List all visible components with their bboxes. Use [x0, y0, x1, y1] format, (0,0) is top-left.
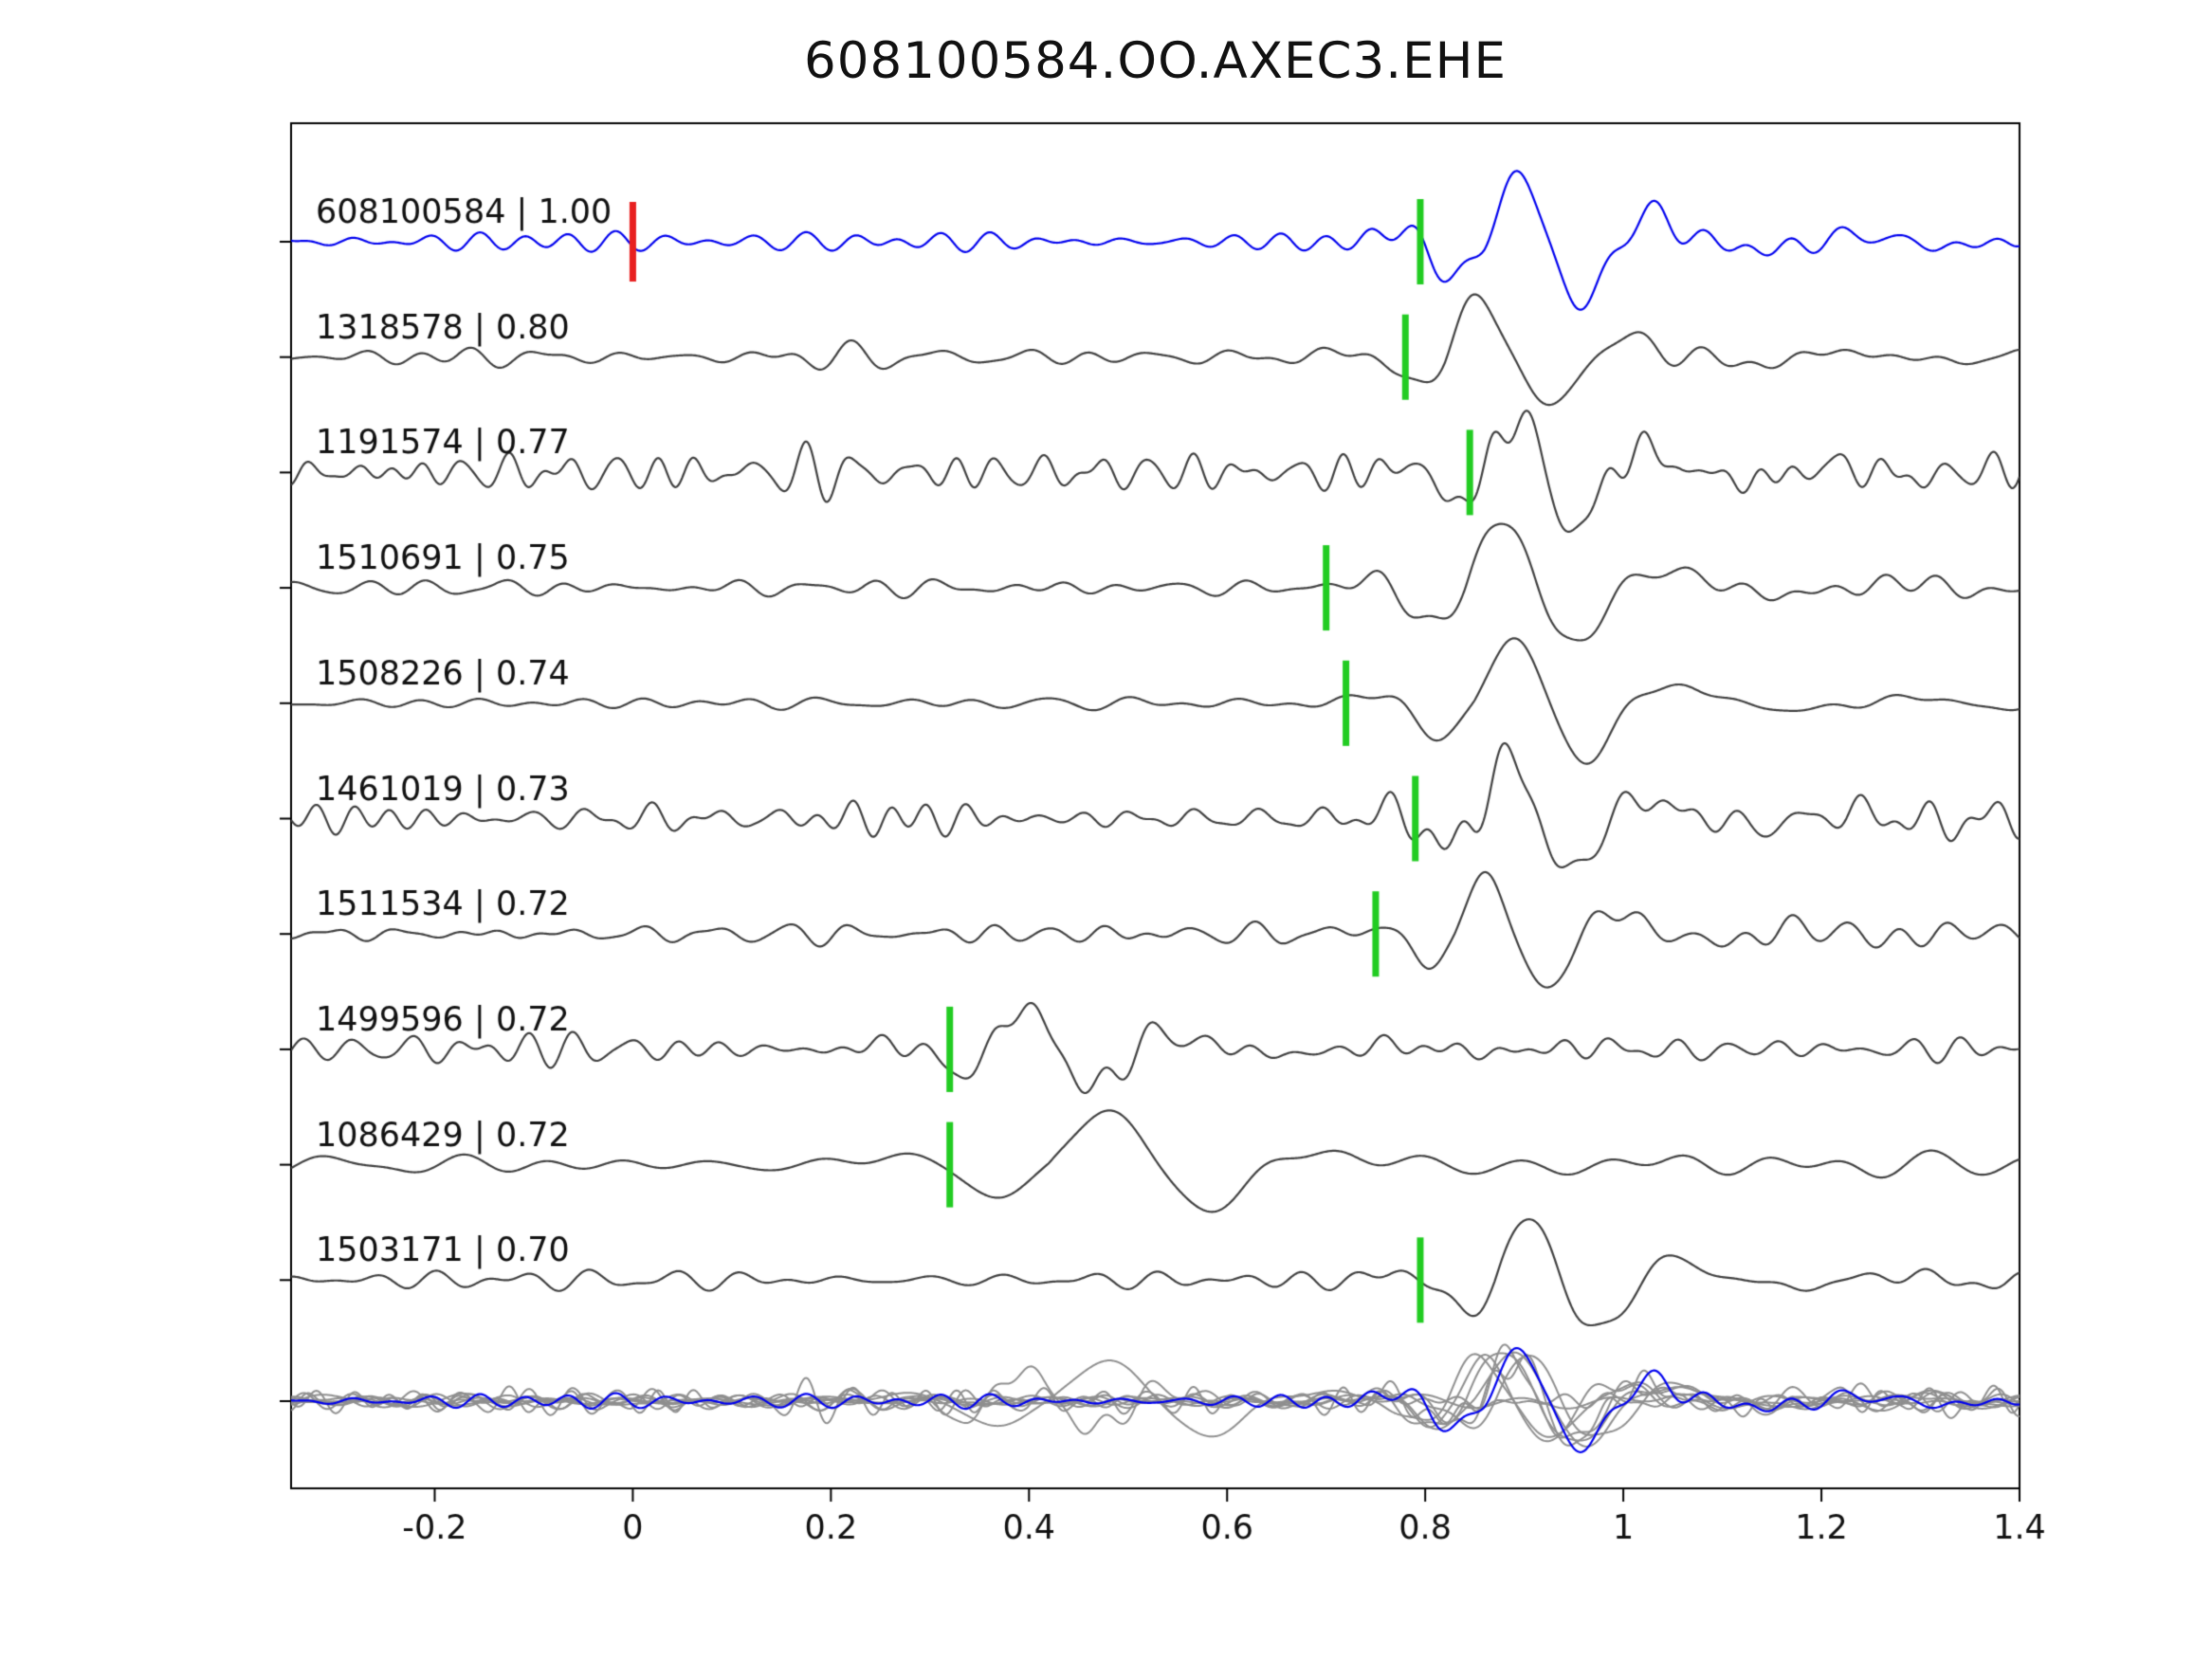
waveform-plot-canvas	[0, 0, 2212, 1659]
waveform-figure: 608100584.OO.AXEC3.EHE	[0, 0, 2212, 1659]
